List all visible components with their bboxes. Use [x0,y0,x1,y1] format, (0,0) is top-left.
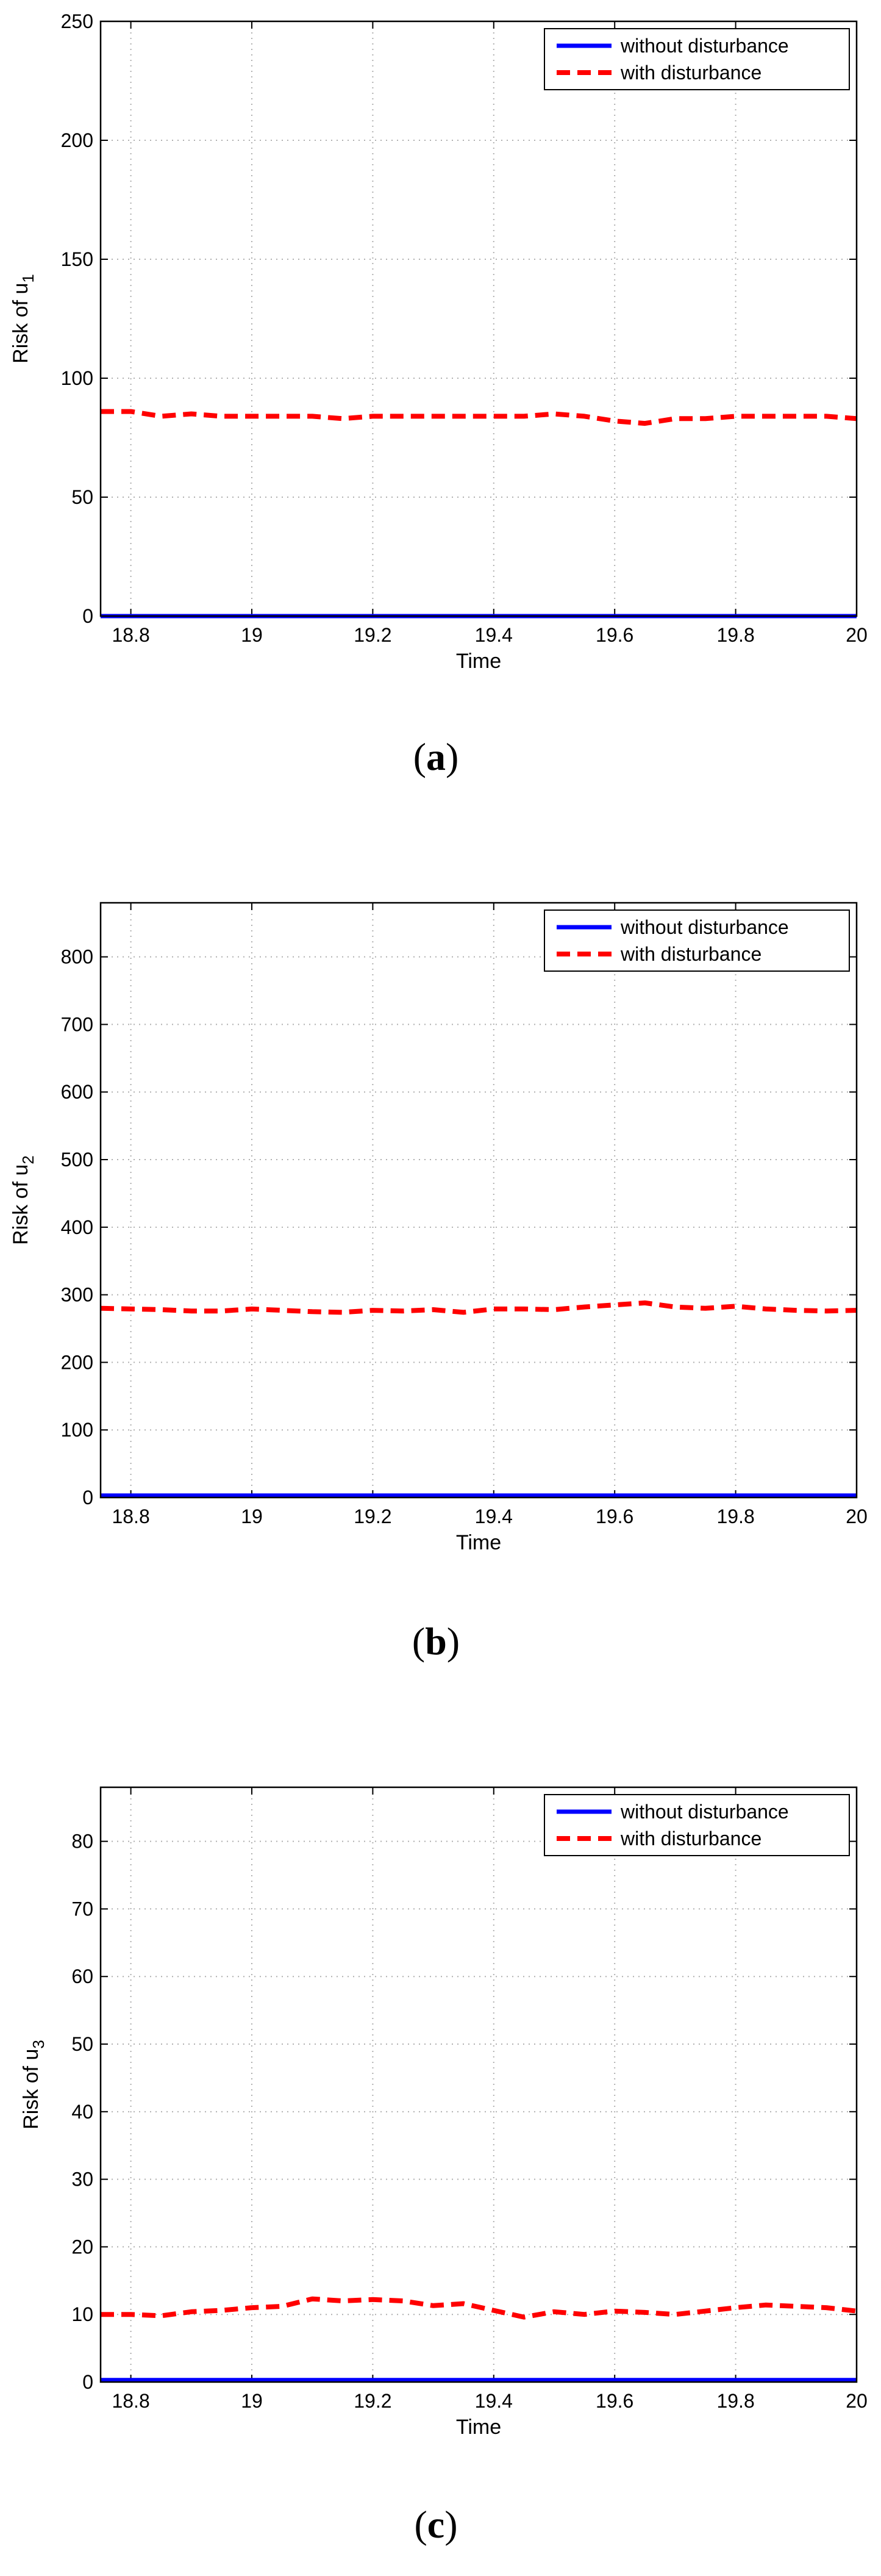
series-line-with-disturbance [100,1300,857,1315]
legend-box [544,1794,850,1856]
panel-caption: (b) [412,1620,460,1663]
y-tick-label: 250 [61,10,93,32]
y-tick-label: 0 [82,2371,93,2393]
y-tick-label: 40 [71,2101,93,2123]
x-tick-label: 18.8 [112,2390,149,2412]
x-tick-label: 19.6 [596,624,633,646]
legend-box [544,28,850,90]
x-tick-label: 19.2 [354,624,391,646]
y-tick-label: 30 [71,2169,93,2190]
x-tick-label: 19.4 [475,2390,513,2412]
y-tick-label: 100 [61,1419,93,1441]
x-tick-label: 19.2 [354,1505,391,1527]
y-tick-label: 80 [71,1831,93,1853]
legend: without disturbance with disturbance [544,28,850,90]
panel-caption: (c) [414,2503,457,2546]
x-tick-label: 20 [846,624,868,646]
x-tick-label: 19 [241,1505,263,1527]
x-tick-label: 19.8 [716,1505,754,1527]
y-tick-label: 20 [71,2236,93,2258]
y-tick-label: 50 [71,486,93,508]
axes-frame [99,20,858,617]
x-axis-label: Time [456,650,501,673]
y-tick-label: 50 [71,2033,93,2055]
y-tick-label: 60 [71,1965,93,1987]
x-tick-label: 19 [241,624,263,646]
y-axis-label: Risk of u2 [9,1155,37,1245]
x-tick-label: 19.8 [716,2390,754,2412]
chart-panel-2: 18.8 19 19.2 19.4 19.6 19.8 200100200300400500… [9,902,868,1663]
x-tick-label: 19.8 [716,624,754,646]
legend-label: with disturbance [620,62,762,84]
x-tick-label: 19.2 [354,2390,391,2412]
y-tick-label: 0 [82,605,93,627]
series-line-with-disturbance [101,2296,857,2320]
x-tick-label: 19.4 [475,1505,513,1527]
y-tick-label: 200 [61,1351,93,1373]
y-axis-label: Risk of u3 [20,2040,48,2129]
x-tick-label: 20 [846,2390,868,2412]
plot-area [101,903,857,1498]
legend: without disturbance with disturbance [544,909,850,972]
y-tick-label: 0 [82,1487,93,1509]
axes-frame [99,902,858,1499]
y-tick-label: 200 [61,129,93,151]
chart-panel-3: 18.8 19 19.2 19.4 19.6 19.8 20 0 10 20 30 40 50 60 70 8… [20,1786,868,2546]
y-tick-label: 500 [61,1149,93,1171]
x-tick-label: 18.8 [112,1505,149,1527]
x-tick-label: 19 [241,2390,263,2412]
legend-label: without disturbance [620,1801,789,1823]
plot-area [101,1787,857,2382]
y-tick-label: 700 [61,1013,93,1035]
x-tick-label: 19.6 [596,1505,633,1527]
y-tick-label: 10 [71,2303,93,2325]
legend-label: with disturbance [620,1828,762,1849]
y-tick-label: 300 [61,1284,93,1306]
legend-label: without disturbance [620,35,789,57]
chart-panel-1: 18.8 19 19.2 19.4 19.6 19.8 20050100150200250w… [9,10,868,778]
y-tick-label: 70 [71,1898,93,1920]
x-axis-label: Time [456,2416,501,2439]
x-axis-label: Time [456,1531,501,1554]
legend-box [544,909,850,972]
y-tick-label: 100 [61,367,93,389]
x-tick-label: 19.4 [475,624,513,646]
legend: without disturbance with disturbance [544,1794,850,1856]
y-tick-label: 400 [61,1216,93,1238]
x-tick-label: 18.8 [112,624,149,646]
y-axis-label: Risk of u1 [9,274,37,364]
plot-area [101,21,857,616]
x-tick-label: 20 [846,1505,868,1527]
x-tick-label: 19.6 [596,2390,633,2412]
legend-label: without disturbance [620,916,789,938]
y-tick-label: 150 [61,248,93,270]
y-tick-label: 800 [61,946,93,968]
y-tick-label: 600 [61,1081,93,1103]
panel-caption: (a) [413,735,459,778]
axes-frame [99,1786,858,2383]
legend-label: with disturbance [620,943,762,965]
series-line-with-disturbance [101,409,857,426]
